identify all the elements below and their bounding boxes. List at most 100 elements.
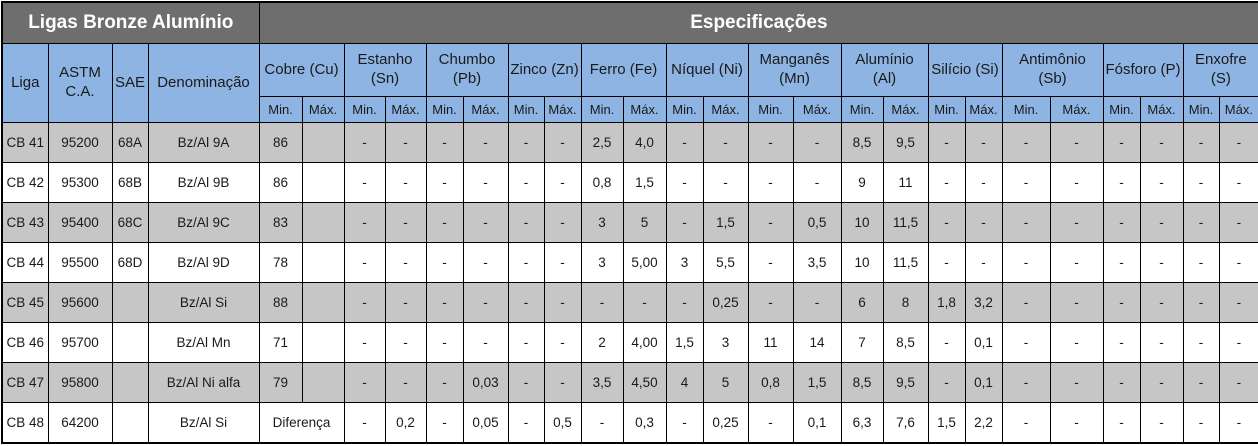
cell-min: 86: [258, 162, 303, 203]
minmax-header-row: Min. Máx. Min. Máx. Min. Máx. Min. Máx. Min. Máx.…: [2, 96, 1258, 123]
min-header: Min.: [1182, 96, 1220, 123]
cell-min: 1,5: [927, 402, 966, 444]
min-header: Min.: [840, 96, 884, 123]
cell-min: -: [1102, 362, 1141, 403]
cell-max: -: [384, 162, 427, 203]
cell-liga: CB 42: [1, 162, 49, 203]
table-row: CB 47 95800 Bz/Al Ni alfa 79- - -0,03- -3,5 4,5…: [1, 362, 1258, 403]
cell-sae: [111, 282, 149, 323]
cell-min: -: [1001, 122, 1051, 163]
cell-max: 0,1: [964, 322, 1003, 363]
cell-max: 0,5: [792, 202, 842, 243]
cell-max: -: [543, 202, 582, 243]
cell-max: 9,5: [882, 122, 929, 163]
min-header: Min.: [425, 96, 464, 123]
cell-min: 8,5: [840, 122, 884, 163]
max-header: Máx.: [622, 96, 667, 123]
cell-max: 2,2: [964, 402, 1003, 444]
cell-min: 0,8: [580, 162, 624, 203]
max-header: Máx.: [384, 96, 427, 123]
element-group-header: Cobre (Cu): [258, 43, 345, 97]
cell-max: [301, 362, 345, 403]
cell-liga: CB 43: [1, 202, 49, 243]
cell-astm: 95200: [47, 122, 113, 163]
cell-max: -: [1139, 322, 1184, 363]
cell-min: -: [1102, 122, 1141, 163]
cell-max: -: [1218, 162, 1258, 203]
cell-min: -: [507, 122, 545, 163]
cell-astm: 95800: [47, 362, 113, 403]
cell-max: 0,1: [792, 402, 842, 444]
cell-max: -: [384, 122, 427, 163]
cell-max: 11,5: [882, 202, 929, 243]
cell-max: -: [1049, 242, 1104, 283]
table-row: CB 44 95500 68D Bz/Al 9D 78- - - - - -3 5,00 3 5,5-3…: [1, 242, 1258, 283]
cell-max: 8,5: [882, 322, 929, 363]
min-header: Min.: [665, 96, 704, 123]
cell-sae: 68D: [111, 242, 149, 283]
cell-max: 1,5: [792, 362, 842, 403]
table-row: CB 42 95300 68B Bz/Al 9B 86- - - - - -0,8 1,5- - - -9…: [1, 162, 1258, 203]
max-header: Máx.: [882, 96, 929, 123]
cell-min: 4: [665, 362, 704, 403]
cell-min: 10: [840, 202, 884, 243]
cell-max: -: [1139, 282, 1184, 323]
cell-max: 4,50: [622, 362, 667, 403]
table-row: CB 43 95400 68C Bz/Al 9C 83- - - - - -3 5-1,5-0,5 1…: [1, 202, 1258, 243]
min-header: Min.: [258, 96, 303, 123]
cell-min: -: [343, 202, 386, 243]
cell-max: 7,6: [882, 402, 929, 444]
cell-max: [301, 162, 345, 203]
cell-min: -: [1182, 162, 1220, 203]
cell-denominacao: Bz/Al Ni alfa: [147, 362, 260, 403]
cell-denominacao: Bz/Al 9D: [147, 242, 260, 283]
cell-max: -: [1218, 242, 1258, 283]
cell-min: 8,5: [840, 362, 884, 403]
cell-min: -: [927, 322, 966, 363]
cell-liga: CB 45: [1, 282, 49, 323]
cell-min: 88: [258, 282, 303, 323]
cell-max: -: [543, 362, 582, 403]
cell-astm: 95500: [47, 242, 113, 283]
cell-min: 2: [580, 322, 624, 363]
max-header: Máx.: [964, 96, 1003, 123]
cell-min: 3: [665, 242, 704, 283]
table-row: CB 41 95200 68A Bz/Al 9A 86- - - - - -2,5 4,0- - - -8…: [1, 122, 1258, 163]
min-header: Min.: [747, 96, 794, 123]
cell-min: 6: [840, 282, 884, 323]
cell-max: 1,5: [702, 202, 749, 243]
cell-max: -: [964, 202, 1003, 243]
cell-max: -: [1049, 322, 1104, 363]
cell-min: -: [1102, 242, 1141, 283]
cell-max: -: [964, 162, 1003, 203]
cell-denominacao: Bz/Al 9B: [147, 162, 260, 203]
cell-liga: CB 44: [1, 242, 49, 283]
cell-min: -: [747, 282, 794, 323]
cell-min: -: [1001, 242, 1051, 283]
cell-min: 10: [840, 242, 884, 283]
cell-min: -: [343, 282, 386, 323]
cell-min: 6,3: [840, 402, 884, 444]
cell-min: -: [1001, 202, 1051, 243]
cell-min: 11: [747, 322, 794, 363]
cell-max: -: [792, 122, 842, 163]
cell-max: -: [462, 322, 509, 363]
cell-max: 5: [702, 362, 749, 403]
cell-diferenca: Diferença: [258, 402, 345, 444]
cell-min: -: [747, 402, 794, 444]
cell-max: -: [1049, 202, 1104, 243]
cell-min: 3: [580, 202, 624, 243]
max-header: Máx.: [792, 96, 842, 123]
element-group-header: Manganês (Mn): [747, 43, 842, 97]
table-title-right: Especificações: [258, 1, 1258, 44]
cell-max: -: [1139, 202, 1184, 243]
cell-sae: [111, 362, 149, 403]
cell-min: 1,5: [665, 322, 704, 363]
cell-min: -: [1102, 322, 1141, 363]
cell-max: -: [1218, 202, 1258, 243]
cell-max: -: [1049, 402, 1104, 444]
cell-max: 9,5: [882, 362, 929, 403]
cell-min: -: [507, 322, 545, 363]
fixed-column-header: Liga: [1, 43, 49, 123]
cell-sae: [111, 322, 149, 363]
